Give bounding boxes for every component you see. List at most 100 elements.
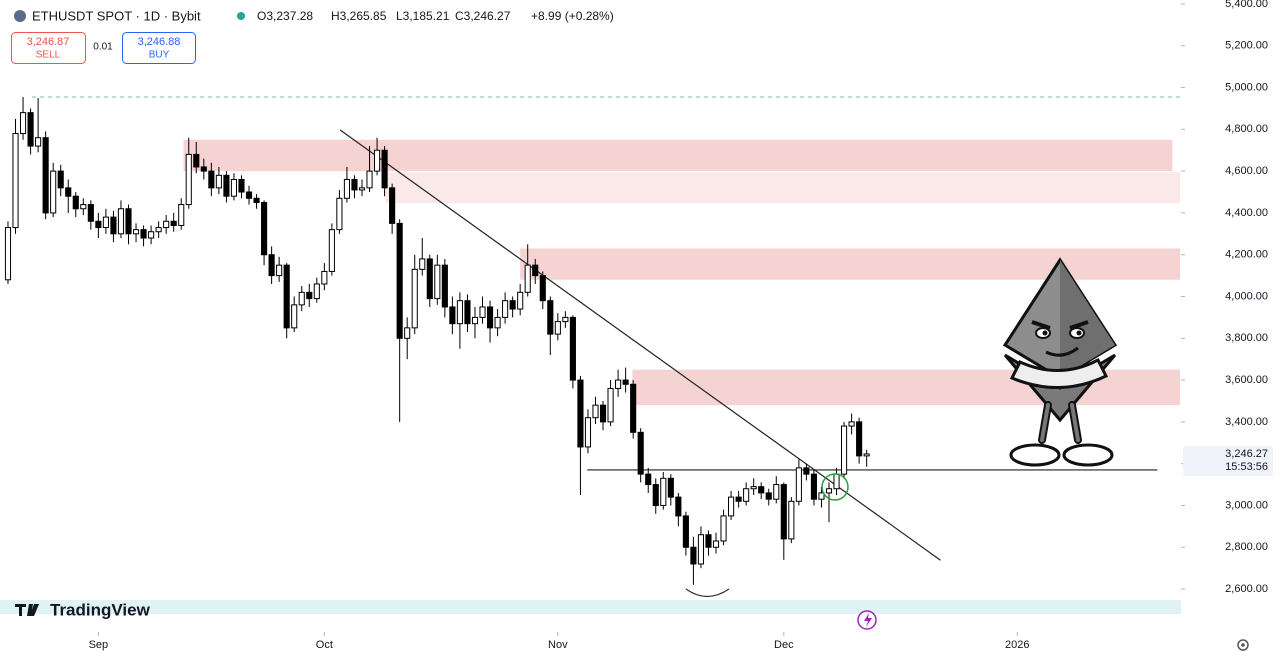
y-tick-label: 4,200.00 <box>1225 249 1268 261</box>
candle-body <box>170 220 177 226</box>
candle-body <box>524 264 531 293</box>
candle-body <box>509 300 516 310</box>
supply-zone <box>520 248 1180 280</box>
symbol-title: ETHUSDT SPOT · 1D · Bybit <box>32 8 201 23</box>
y-tick-label: 2,600.00 <box>1225 583 1268 595</box>
zones <box>183 139 1181 406</box>
eth-mascot <box>1002 257 1118 467</box>
candle-body <box>12 133 19 229</box>
candle-body <box>185 153 192 206</box>
candle-body <box>841 425 848 475</box>
sell-label: SELL <box>36 50 61 61</box>
candle-body <box>396 222 403 339</box>
candle-body <box>773 484 780 500</box>
candle-body <box>148 231 155 239</box>
ohlc-close: C3,246.27 <box>455 9 511 23</box>
candle-body <box>343 178 350 199</box>
candle-body <box>178 204 185 226</box>
candle-body <box>358 187 366 191</box>
candle-body <box>389 187 396 224</box>
candle-body <box>223 174 230 197</box>
candle-body <box>630 383 637 433</box>
candle-body <box>253 197 260 203</box>
candle-body <box>291 304 298 329</box>
candle-body <box>863 453 870 457</box>
candle-body <box>532 264 539 277</box>
x-tick-label: Nov <box>548 639 568 651</box>
ohlc-high: H3,265.85 <box>331 9 387 23</box>
candle-body <box>743 488 750 502</box>
spread: 0.01 <box>93 42 113 53</box>
candle-body <box>712 540 720 548</box>
candle-body <box>765 492 772 500</box>
candle-body <box>720 515 727 542</box>
candle-body <box>456 300 463 325</box>
candle-body <box>102 216 109 229</box>
candle-body <box>584 417 592 448</box>
candle-body <box>328 229 335 272</box>
candle-body <box>155 227 162 233</box>
market-status <box>237 12 245 20</box>
candle-body <box>19 112 27 135</box>
candle-body <box>35 137 42 147</box>
buy-price: 3,246.88 <box>138 36 181 48</box>
candle-body <box>569 316 576 381</box>
x-tick-label: Sep <box>89 639 109 651</box>
candle-body <box>441 264 448 308</box>
bottom-band <box>0 600 1181 614</box>
y-tick-label: 3,000.00 <box>1225 499 1268 511</box>
sell-button[interactable] <box>11 32 86 64</box>
x-tick-label: Oct <box>316 639 333 651</box>
candle-body <box>80 204 87 210</box>
candle-body <box>547 300 554 335</box>
y-tick-label: 3,800.00 <box>1225 332 1268 344</box>
buy-button[interactable] <box>122 32 196 64</box>
countdown: 15:53:56 <box>1225 461 1268 473</box>
candle-body <box>381 149 388 189</box>
candle-body <box>818 492 825 500</box>
ohlc-open: O3,237.28 <box>257 9 313 23</box>
candle-body <box>486 306 494 329</box>
candle-body <box>110 216 117 235</box>
candle-body <box>276 264 283 277</box>
breakout-circle <box>821 473 849 501</box>
candle-body <box>268 254 275 277</box>
candle-body <box>803 467 810 475</box>
candle-body <box>200 166 207 172</box>
candle-body <box>494 316 501 329</box>
candle-body <box>697 534 705 565</box>
candle-body <box>780 484 787 540</box>
candle-body <box>562 316 569 323</box>
candle-body <box>788 500 795 540</box>
alert-bolt <box>864 613 872 627</box>
y-tick-label: 5,400.00 <box>1225 0 1268 10</box>
candle-body <box>599 404 607 423</box>
candle-body <box>810 473 817 500</box>
candle-body <box>682 515 689 548</box>
brand-logo <box>15 604 39 616</box>
candle-body <box>645 473 652 486</box>
y-tick-label: 5,200.00 <box>1225 40 1268 52</box>
y-tick-label: 4,600.00 <box>1225 165 1268 177</box>
buy-label: BUY <box>149 50 170 61</box>
candle-body <box>313 283 320 300</box>
candle-body <box>517 291 524 310</box>
y-tick-label: 4,400.00 <box>1225 207 1268 219</box>
settings-icon[interactable] <box>1237 639 1249 651</box>
candle-body <box>140 229 147 239</box>
candle-body <box>660 477 667 506</box>
candle-body <box>72 195 79 210</box>
candle-body <box>132 229 140 235</box>
trendline <box>339 129 941 561</box>
candle-body <box>592 404 599 419</box>
candle-body <box>306 291 313 300</box>
supply-zone <box>385 172 1181 204</box>
candle-body <box>449 306 456 325</box>
candle-body <box>426 258 433 300</box>
candle-body <box>411 268 418 329</box>
candle-body <box>750 486 757 490</box>
candle-body <box>554 321 561 335</box>
candle-body <box>125 208 132 235</box>
candle-body <box>795 467 802 502</box>
